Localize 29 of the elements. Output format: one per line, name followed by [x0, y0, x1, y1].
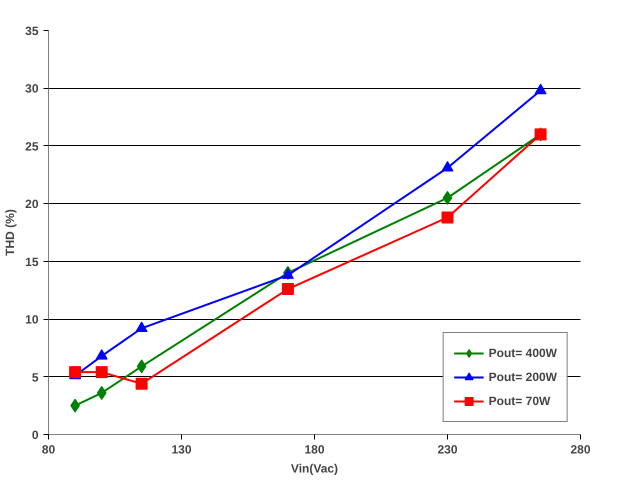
x-tick-label: 130	[171, 442, 192, 456]
point	[96, 349, 108, 360]
point	[282, 268, 294, 279]
y-tick-label: 15	[25, 254, 39, 269]
point	[442, 161, 454, 172]
point	[96, 386, 107, 400]
y-tick-label: 35	[25, 24, 39, 38]
y-tick-label: 0	[32, 428, 39, 442]
point	[96, 366, 108, 378]
point	[282, 283, 294, 296]
point	[136, 378, 148, 390]
legend-label: Pout= 200W	[488, 370, 557, 384]
y-tick-label: 5	[32, 370, 39, 384]
y-tick-label: 25	[25, 139, 39, 154]
y-tick-label: 30	[25, 82, 39, 96]
legend-label: Pout= 400W	[488, 346, 557, 360]
point	[442, 211, 454, 224]
point	[136, 321, 148, 332]
point	[69, 366, 82, 378]
x-tick-label: 80	[42, 442, 56, 456]
x-tick-label: 280	[570, 442, 591, 456]
y-tick-label: 20	[25, 197, 39, 212]
point	[534, 84, 547, 94]
y-axis-title: THD (%)	[3, 209, 18, 256]
x-axis-title: Vin(Vac)	[290, 462, 338, 476]
legend-label: Pout= 70W	[488, 394, 550, 408]
x-tick-label: 230	[437, 442, 458, 456]
y-tick-label: 10	[25, 312, 39, 327]
x-tick-label: 180	[304, 442, 325, 456]
